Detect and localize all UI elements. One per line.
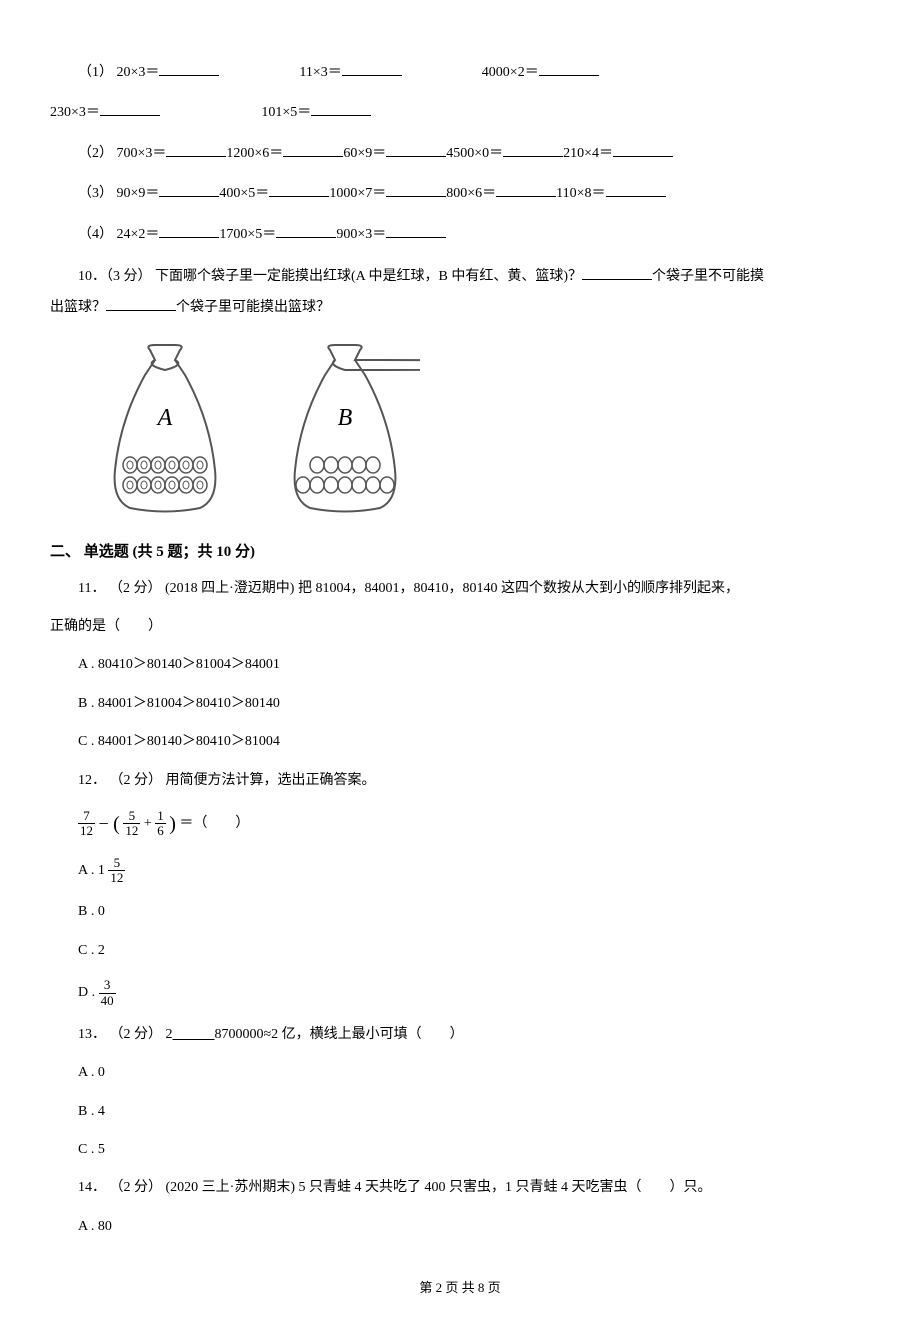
text: 11×3＝ [299, 65, 341, 80]
q9-row2: （2） 700×3＝1200×6＝60×9＝4500×0＝210×4＝ [50, 141, 870, 165]
text: 4000×2＝ [482, 65, 539, 80]
q12-stem: 12． （2 分） 用简便方法计算，选出正确答案。 [50, 770, 870, 792]
page-footer: 第 2 页 共 8 页 [50, 1278, 870, 1299]
q13-stem-part1: 13． （2 分） 2 [78, 1027, 173, 1042]
blank [342, 60, 402, 76]
q13-stem: 13． （2 分） 2 8700000≈2 亿，横线上最小可填（ ） [50, 1024, 870, 1046]
q9-row1: （1） 20×3＝ 11×3＝ 4000×2＝ [50, 60, 870, 84]
q11-option-b: B . 84001＞81004＞80410＞80140 [50, 693, 870, 715]
q13-option-c: C . 5 [50, 1139, 870, 1161]
fraction: 16 [155, 809, 166, 839]
text: 230×3＝ [50, 105, 100, 120]
blank [276, 222, 336, 238]
blank [386, 181, 446, 197]
q14-option-a: A . 80 [50, 1216, 870, 1238]
q10-stem: 10．（3 分） 下面哪个袋子里一定能摸出红球(A 中是红球，B 中有红、黄、篮… [50, 262, 870, 324]
fraction: 512 [123, 809, 140, 839]
bag-a-circles [123, 457, 207, 493]
q11-option-a: A . 80410＞80140＞81004＞84001 [50, 654, 870, 676]
q12-option-c: C . 2 [50, 940, 870, 962]
q9-row3: （3） 90×9＝400×5＝1000×7＝800×6＝110×8＝ [50, 181, 870, 205]
fraction: 712 [78, 809, 95, 839]
q10-line2-suffix: 个袋子里可能摸出篮球？ [176, 300, 330, 315]
bag-b-label: B [338, 405, 353, 431]
q13-stem-part2: 8700000≈2 亿，横线上最小可填（ ） [215, 1027, 464, 1042]
q9-row4: （4） 24×2＝1700×5＝900×3＝ [50, 222, 870, 246]
paren-close: ) [169, 813, 176, 835]
q9-row1-item3: 4000×2＝ [482, 60, 599, 84]
denominator: 6 [155, 824, 166, 838]
blank [503, 141, 563, 157]
numerator: 7 [78, 809, 95, 824]
q11-stem: 11． （2 分） (2018 四上·澄迈期中) 把 81004，84001，8… [50, 578, 870, 600]
denominator: 40 [99, 994, 116, 1008]
q12-option-b: B . 0 [50, 901, 870, 923]
blank [386, 141, 446, 157]
eq-suffix: ＝（ ） [179, 816, 249, 831]
text: （1） 20×3＝ [78, 65, 159, 80]
q13-underline [173, 1027, 215, 1042]
q10-line2-prefix: 出篮球？ [50, 300, 106, 315]
denominator: 12 [78, 824, 95, 838]
plus-sign: + [144, 816, 155, 831]
bag-b-circles [296, 457, 394, 493]
blank [106, 295, 176, 311]
q9-row1-item2: 11×3＝ [299, 60, 401, 84]
q12-equation: 712 − ( 512 + 16 ) ＝（ ） [50, 808, 870, 840]
blank [269, 181, 329, 197]
bag-b-image: B [270, 340, 420, 520]
blank [166, 141, 226, 157]
q10-prefix: 10．（3 分） 下面哪个袋子里一定能摸出红球(A 中是红球，B 中有红、黄、篮… [50, 269, 582, 284]
q13-option-b: B . 4 [50, 1101, 870, 1123]
q13-option-a: A . 0 [50, 1062, 870, 1084]
blank [100, 100, 160, 116]
q10-mid: 个袋子里不可能摸 [652, 269, 764, 284]
blank [311, 100, 371, 116]
q11-option-c: C . 84001＞80140＞80410＞81004 [50, 731, 870, 753]
bag-a-label: A [156, 405, 173, 431]
blank [539, 60, 599, 76]
blank [496, 181, 556, 197]
denominator: 12 [108, 871, 125, 885]
blank [159, 181, 219, 197]
text: 101×5＝ [261, 105, 311, 120]
q11-stem2: 正确的是（ ） [50, 616, 870, 638]
q9-row1-item1: （1） 20×3＝ [78, 60, 219, 84]
fraction: 340 [99, 978, 116, 1008]
denominator: 12 [123, 824, 140, 838]
q9-row1b-item2: 101×5＝ [261, 105, 371, 120]
fraction: 512 [108, 856, 125, 886]
blank [159, 222, 219, 238]
minus-sign: − [99, 813, 114, 833]
blank [582, 264, 652, 280]
numerator: 3 [99, 978, 116, 993]
opt-d-prefix: D . [78, 985, 99, 1000]
q9-row1b-item1: 230×3＝ [50, 105, 160, 120]
bag-a-image: A [90, 340, 240, 520]
q14-stem: 14． （2 分） (2020 三上·苏州期末) 5 只青蛙 4 天共吃了 40… [50, 1177, 870, 1199]
blank [613, 141, 673, 157]
q12-option-a: A . 1 512 [50, 856, 870, 886]
numerator: 5 [108, 856, 125, 871]
opt-a-prefix: A . 1 [78, 863, 108, 878]
section2-title: 二、 单选题 (共 5 题；共 10 分) [50, 540, 870, 564]
bags-figure: A B [90, 340, 870, 520]
blank [159, 60, 219, 76]
q9-row1b: 230×3＝ 101×5＝ [50, 100, 870, 124]
numerator: 5 [123, 809, 140, 824]
paren-open: ( [113, 813, 120, 835]
blank [606, 181, 666, 197]
numerator: 1 [155, 809, 166, 824]
q12-option-d: D . 340 [50, 978, 870, 1008]
blank [283, 141, 343, 157]
blank [386, 222, 446, 238]
